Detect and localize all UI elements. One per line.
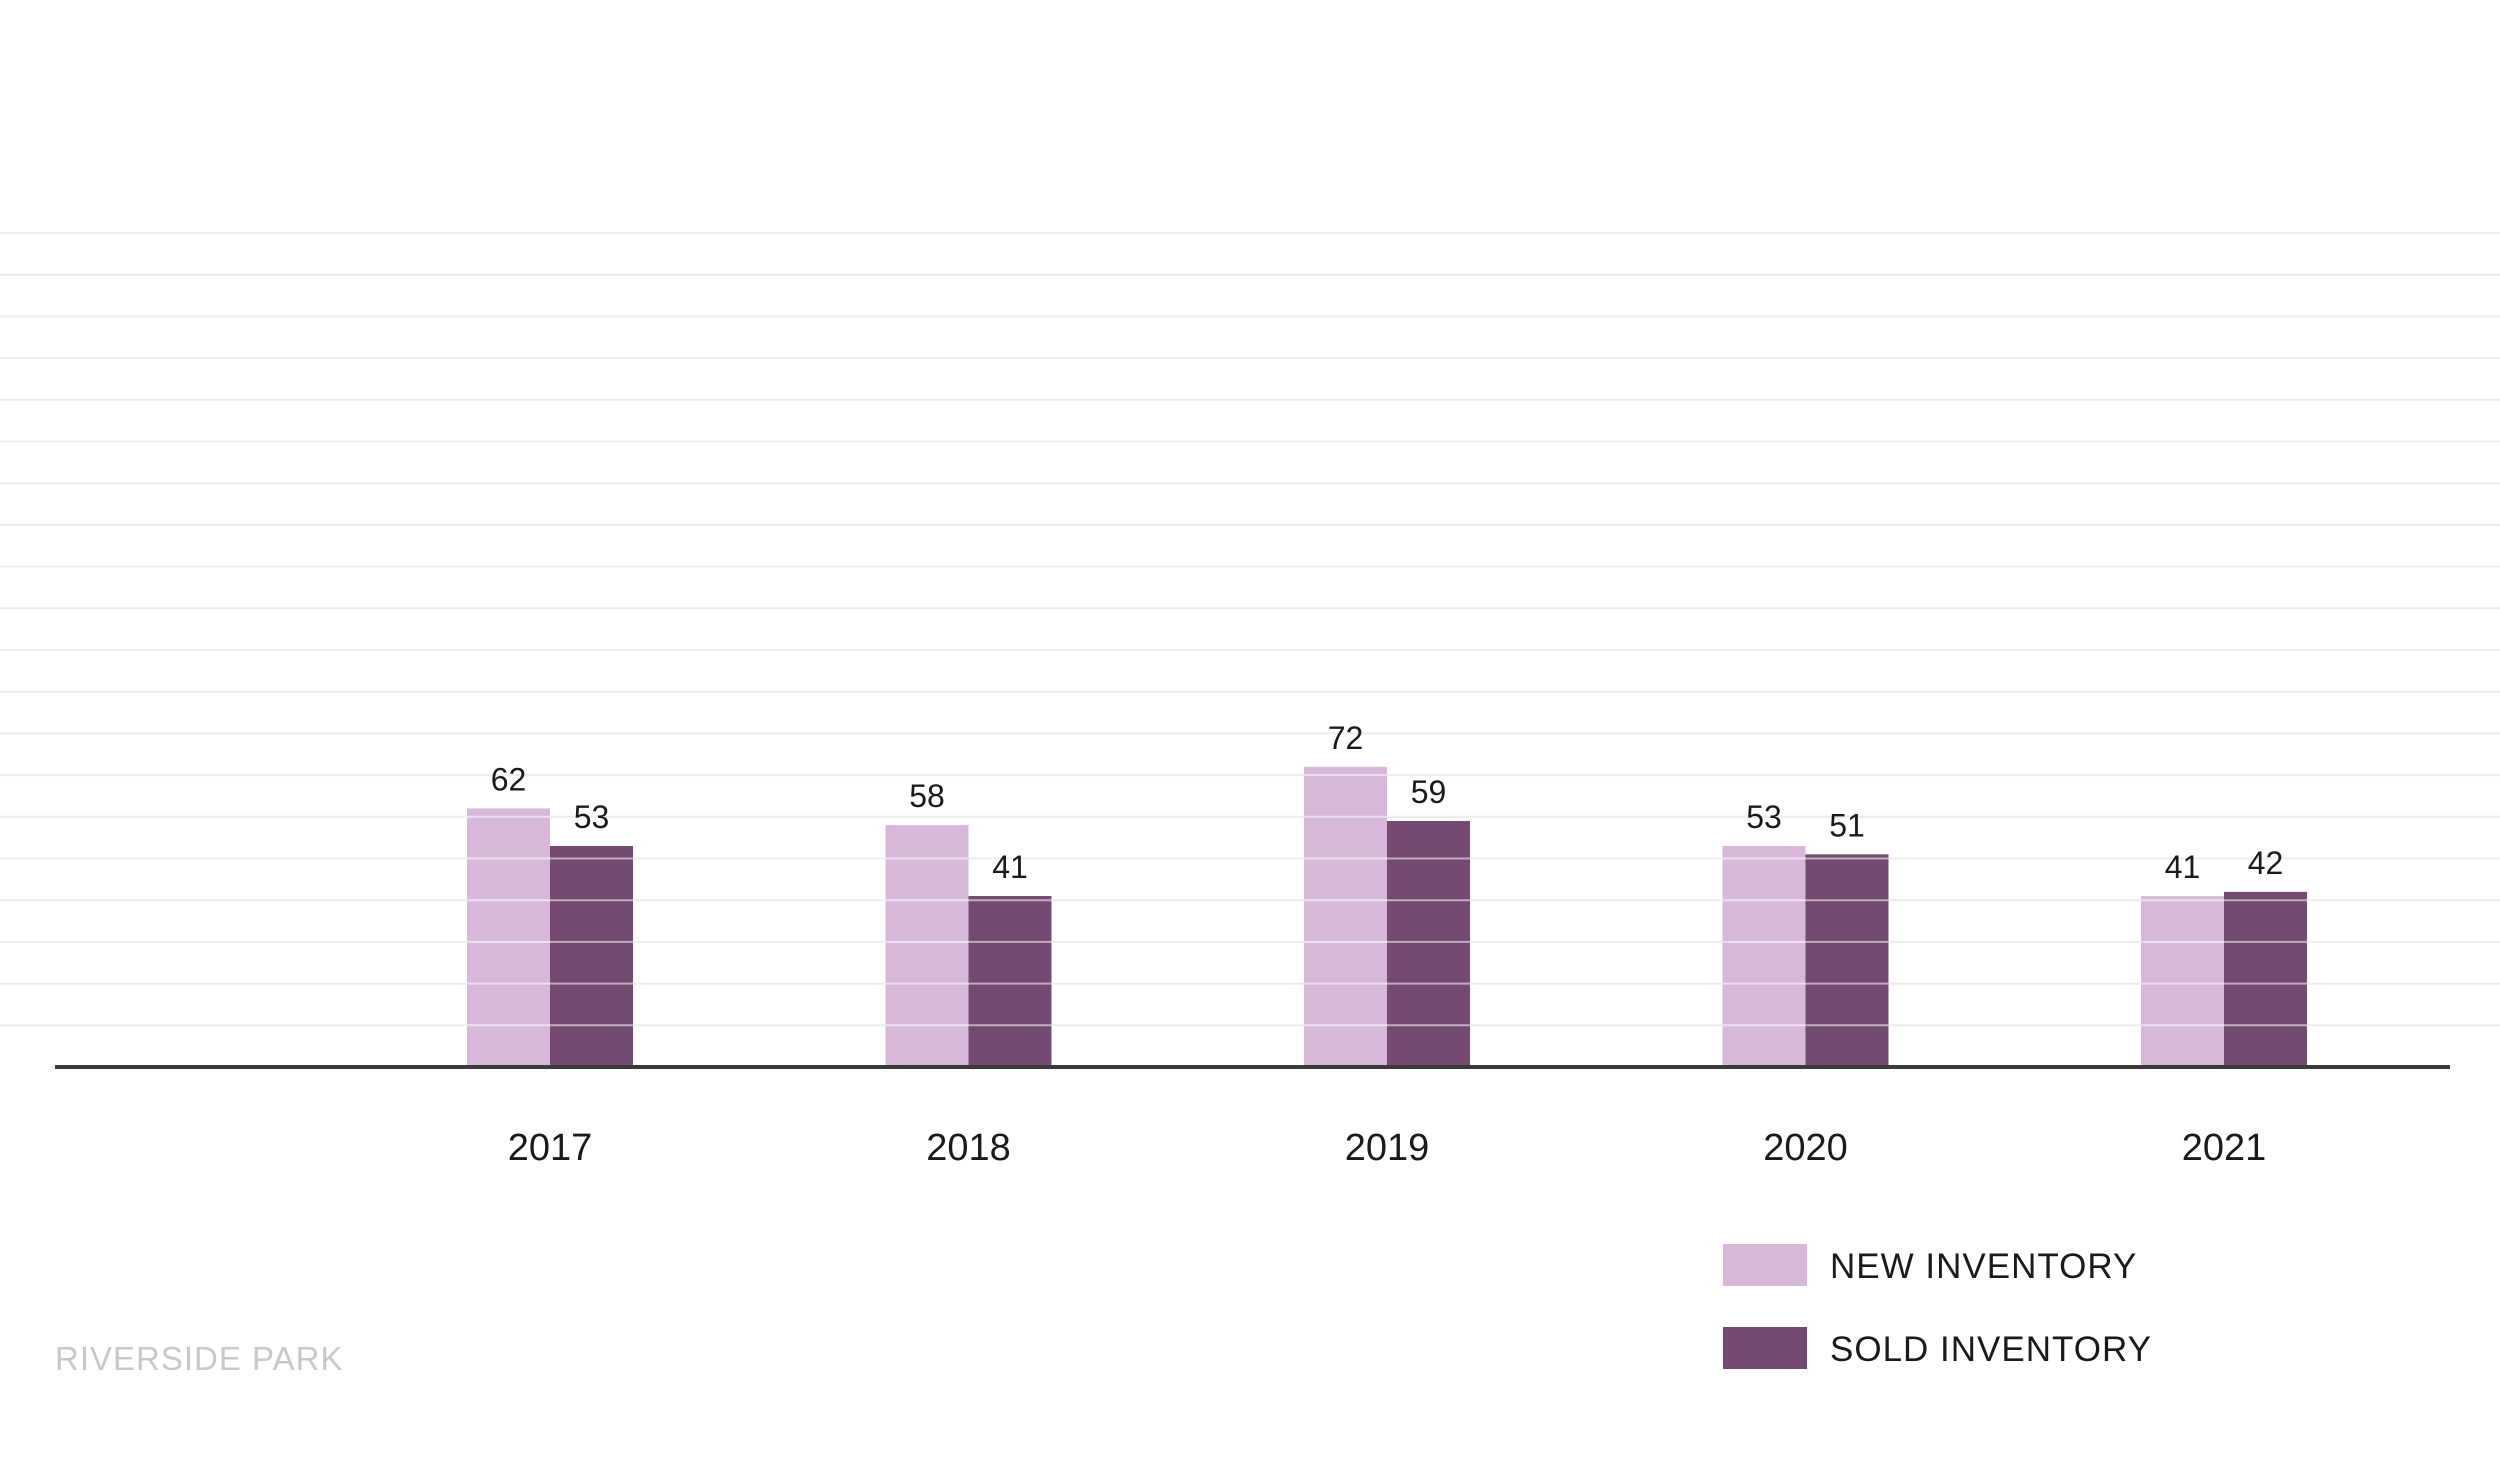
value-label-new-2018: 58 <box>909 778 945 814</box>
bar-sold-2018 <box>968 896 1052 1067</box>
value-label-sold-2021: 42 <box>2248 845 2284 881</box>
x-tick-label: 2017 <box>508 1127 593 1169</box>
x-tick-label: 2021 <box>2182 1127 2267 1169</box>
footer-label: RIVERSIDE PARK <box>55 1340 343 1377</box>
bar-new-2020 <box>1722 845 1806 1067</box>
value-label-sold-2020: 51 <box>1829 807 1865 843</box>
legend-label-sold: SOLD INVENTORY <box>1830 1330 2152 1369</box>
value-label-sold-2019: 59 <box>1411 774 1447 810</box>
value-label-new-2021: 41 <box>2165 849 2201 885</box>
x-tick-label: 2019 <box>1345 1127 1430 1169</box>
legend-swatch-sold <box>1723 1327 1807 1369</box>
value-labels: 62 53 58 41 72 59 53 51 41 42 <box>491 720 2284 885</box>
bars <box>467 766 2307 1067</box>
bar-sold-2021 <box>2224 891 2307 1067</box>
value-label-sold-2018: 41 <box>992 849 1028 885</box>
gridlines <box>0 232 2500 1027</box>
x-tick-label: 2020 <box>1763 1127 1848 1169</box>
value-label-new-2020: 53 <box>1746 799 1782 835</box>
value-label-new-2017: 62 <box>491 761 527 797</box>
value-label-sold-2017: 53 <box>574 799 610 835</box>
bar-gridlines <box>467 774 2307 1027</box>
bar-sold-2017 <box>550 845 633 1067</box>
legend: NEW INVENTORY SOLD INVENTORY <box>1723 1244 2152 1369</box>
bar-new-2018 <box>885 825 969 1067</box>
value-label-new-2019: 72 <box>1328 720 1364 756</box>
x-tick-labels: 2017 2018 2019 2020 2021 <box>508 1127 2267 1169</box>
bar-new-2019 <box>1304 766 1387 1067</box>
legend-label-new: NEW INVENTORY <box>1830 1247 2137 1286</box>
bar-new-2021 <box>2141 896 2224 1067</box>
x-tick-label: 2018 <box>926 1127 1011 1169</box>
bar-new-2017 <box>467 808 550 1067</box>
legend-swatch-new <box>1723 1244 1807 1286</box>
bar-sold-2020 <box>1805 854 1889 1067</box>
